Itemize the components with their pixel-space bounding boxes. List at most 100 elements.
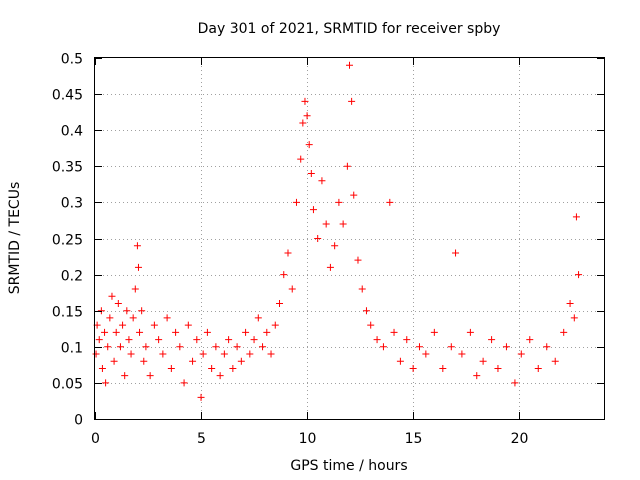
data-point [172,328,180,336]
data-point [180,379,188,387]
data-point [358,285,366,293]
data-point [473,372,481,380]
data-point [212,343,220,351]
data-point [97,307,105,315]
data-point [220,350,228,358]
data-point [335,198,343,206]
data-point [259,343,267,351]
data-point [254,314,262,322]
y-tick-label: 0.1 [61,341,83,357]
y-tick-label: 0.5 [61,52,83,68]
data-points [92,61,583,401]
data-point [110,357,118,365]
data-point [479,357,487,365]
data-point [543,343,551,351]
plot-border [94,57,605,420]
data-point [146,372,154,380]
data-point [163,314,171,322]
data-point [343,162,351,170]
data-point [106,314,114,322]
grid [95,58,604,419]
data-point [373,336,381,344]
x-axis-label: GPS time / hours [290,458,407,474]
data-point [114,299,122,307]
data-point [488,336,496,344]
data-point [246,350,254,358]
data-point [119,321,127,329]
data-point [409,364,417,372]
data-point [167,364,175,372]
data-point [466,328,474,336]
data-point [134,263,142,271]
data-point [225,336,233,344]
y-tick-label: 0.2 [61,269,83,285]
data-point [92,350,100,358]
data-point [288,285,296,293]
data-point [95,336,103,344]
x-tick-label: 10 [299,431,317,447]
y-tick-label: 0 [74,413,83,429]
x-tick-label: 5 [197,431,206,447]
x-tick-label: 0 [91,431,100,447]
data-point [570,314,578,322]
data-point [314,235,322,242]
data-point [229,364,237,372]
data-point [271,321,279,329]
y-tick-label: 0.05 [52,377,83,393]
data-point [299,119,307,127]
data-point [422,350,430,358]
data-point [116,343,124,351]
data-point [390,328,398,336]
data-point [155,336,163,344]
data-point [101,328,109,336]
data-point [150,321,158,329]
data-point [108,292,116,300]
data-point [502,343,510,351]
y-tick-label: 0.15 [52,305,83,321]
data-point [104,343,112,351]
y-axis-label: SRMTID / TECUs [7,182,23,295]
data-point [142,343,150,351]
data-point [354,256,362,264]
data-point [572,213,580,221]
data-point [526,336,534,344]
data-point [184,321,192,329]
data-point [517,350,525,358]
data-point [267,350,275,358]
data-point [263,328,271,336]
data-point [396,357,404,365]
data-point [403,336,411,344]
data-point [112,328,120,336]
data-point [318,177,326,185]
data-point [203,328,211,336]
data-point [303,112,311,120]
y-tick-label: 0.35 [52,160,83,176]
data-point [138,307,146,315]
data-point [280,271,288,279]
data-point [233,343,241,351]
data-point [350,191,358,199]
data-point [237,357,245,365]
x-tick-label: 20 [511,431,529,447]
data-point [309,206,317,214]
data-point [452,249,460,257]
y-tick-label: 0.25 [52,233,83,249]
data-point [439,364,447,372]
data-point [301,97,309,105]
data-point [250,336,258,344]
y-tick-label: 0.45 [52,88,83,104]
data-point [379,343,387,351]
data-point [339,220,347,228]
data-point [123,307,131,315]
data-point [494,364,502,372]
data-point [362,307,370,315]
data-point [348,97,356,105]
data-point [284,249,292,257]
data-point [297,155,305,163]
data-point [199,350,207,358]
axes: 0 0.05 0.1 0.15 0.2 0.25 0.3 0.35 0.4 0.45 0.5 0 5 10… [52,52,604,447]
data-point [136,328,144,336]
data-point [208,364,216,372]
data-point [292,198,300,206]
data-point [367,321,375,329]
